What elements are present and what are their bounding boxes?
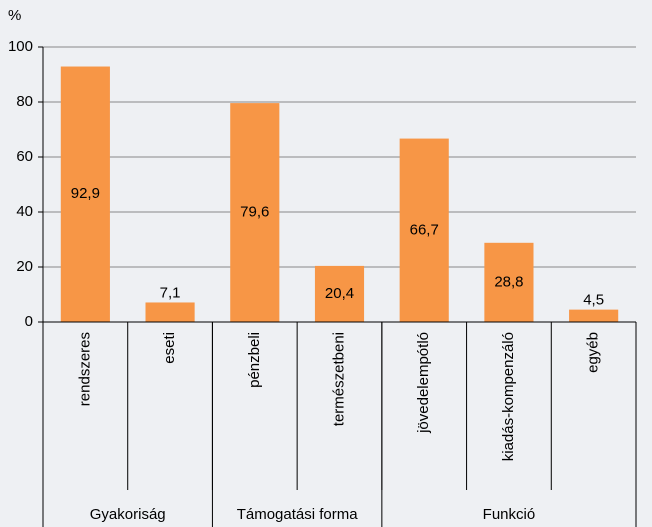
- y-tick-label: 60: [16, 148, 33, 165]
- bar: [484, 242, 534, 322]
- data-label: 79,6: [240, 204, 269, 221]
- data-label: 20,4: [325, 285, 354, 302]
- group-label: Gyakoriság: [90, 506, 166, 523]
- data-label: 7,1: [160, 284, 181, 301]
- bar: [399, 138, 449, 322]
- data-label: 4,5: [583, 292, 604, 309]
- x-tick-label: természetbeni: [330, 332, 347, 426]
- bar: [230, 103, 280, 322]
- group-label: Funkció: [483, 506, 536, 523]
- x-tick-label: kiadás-kompenzáló: [500, 332, 517, 461]
- x-tick-label: egyéb: [585, 332, 602, 373]
- x-tick-label: rendszeres: [76, 332, 93, 406]
- data-label: 92,9: [71, 185, 100, 202]
- bar: [145, 302, 195, 322]
- group-label: Támogatási forma: [237, 506, 359, 523]
- y-tick-label: 100: [8, 38, 33, 55]
- x-tick-label: eseti: [161, 332, 178, 364]
- y-tick-label: 0: [25, 313, 33, 330]
- y-tick-label: 80: [16, 93, 33, 110]
- y-tick-label: 20: [16, 258, 33, 275]
- data-label: 66,7: [410, 221, 439, 238]
- x-tick-label: pénzbeli: [246, 332, 263, 388]
- y-unit: %: [8, 7, 21, 24]
- bar: [60, 66, 110, 323]
- bar: [569, 309, 619, 322]
- data-label: 28,8: [494, 273, 523, 290]
- bar: [314, 265, 365, 322]
- x-tick-label: jövedelempótló: [415, 332, 432, 434]
- y-tick-label: 40: [16, 203, 33, 220]
